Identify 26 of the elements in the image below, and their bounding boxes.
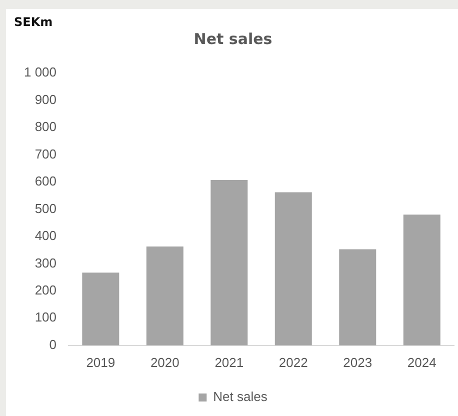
y-tick-label: 800 xyxy=(34,119,57,134)
bar xyxy=(146,246,184,346)
x-tick-label: 2019 xyxy=(86,354,116,370)
x-tick-label: 2023 xyxy=(343,354,372,370)
bar xyxy=(403,214,440,346)
y-tick-label: 100 xyxy=(34,310,57,325)
y-tick-label: 900 xyxy=(34,92,57,107)
x-tick-label: 2024 xyxy=(407,354,436,370)
bar xyxy=(339,249,376,346)
bar xyxy=(82,272,120,346)
bar xyxy=(210,180,248,346)
y-tick-label: 300 xyxy=(34,255,57,270)
y-tick-label: 600 xyxy=(34,174,57,189)
y-tick-label: 0 xyxy=(49,336,57,352)
y-tick-label: 700 xyxy=(34,146,57,162)
legend-label: Net sales xyxy=(213,389,268,404)
chart-title: Net sales xyxy=(194,30,272,48)
y-tick-label: 500 xyxy=(34,200,57,216)
y-tick-label: 200 xyxy=(34,282,57,298)
x-tick-label: 2021 xyxy=(214,354,244,370)
x-tick-label: 2022 xyxy=(278,354,308,370)
y-axis-title: SEKm xyxy=(14,15,53,30)
y-tick-label: 400 xyxy=(34,228,57,244)
x-tick-label: 2020 xyxy=(150,354,180,370)
y-tick-label: 1 000 xyxy=(24,64,57,80)
bar xyxy=(274,192,312,346)
